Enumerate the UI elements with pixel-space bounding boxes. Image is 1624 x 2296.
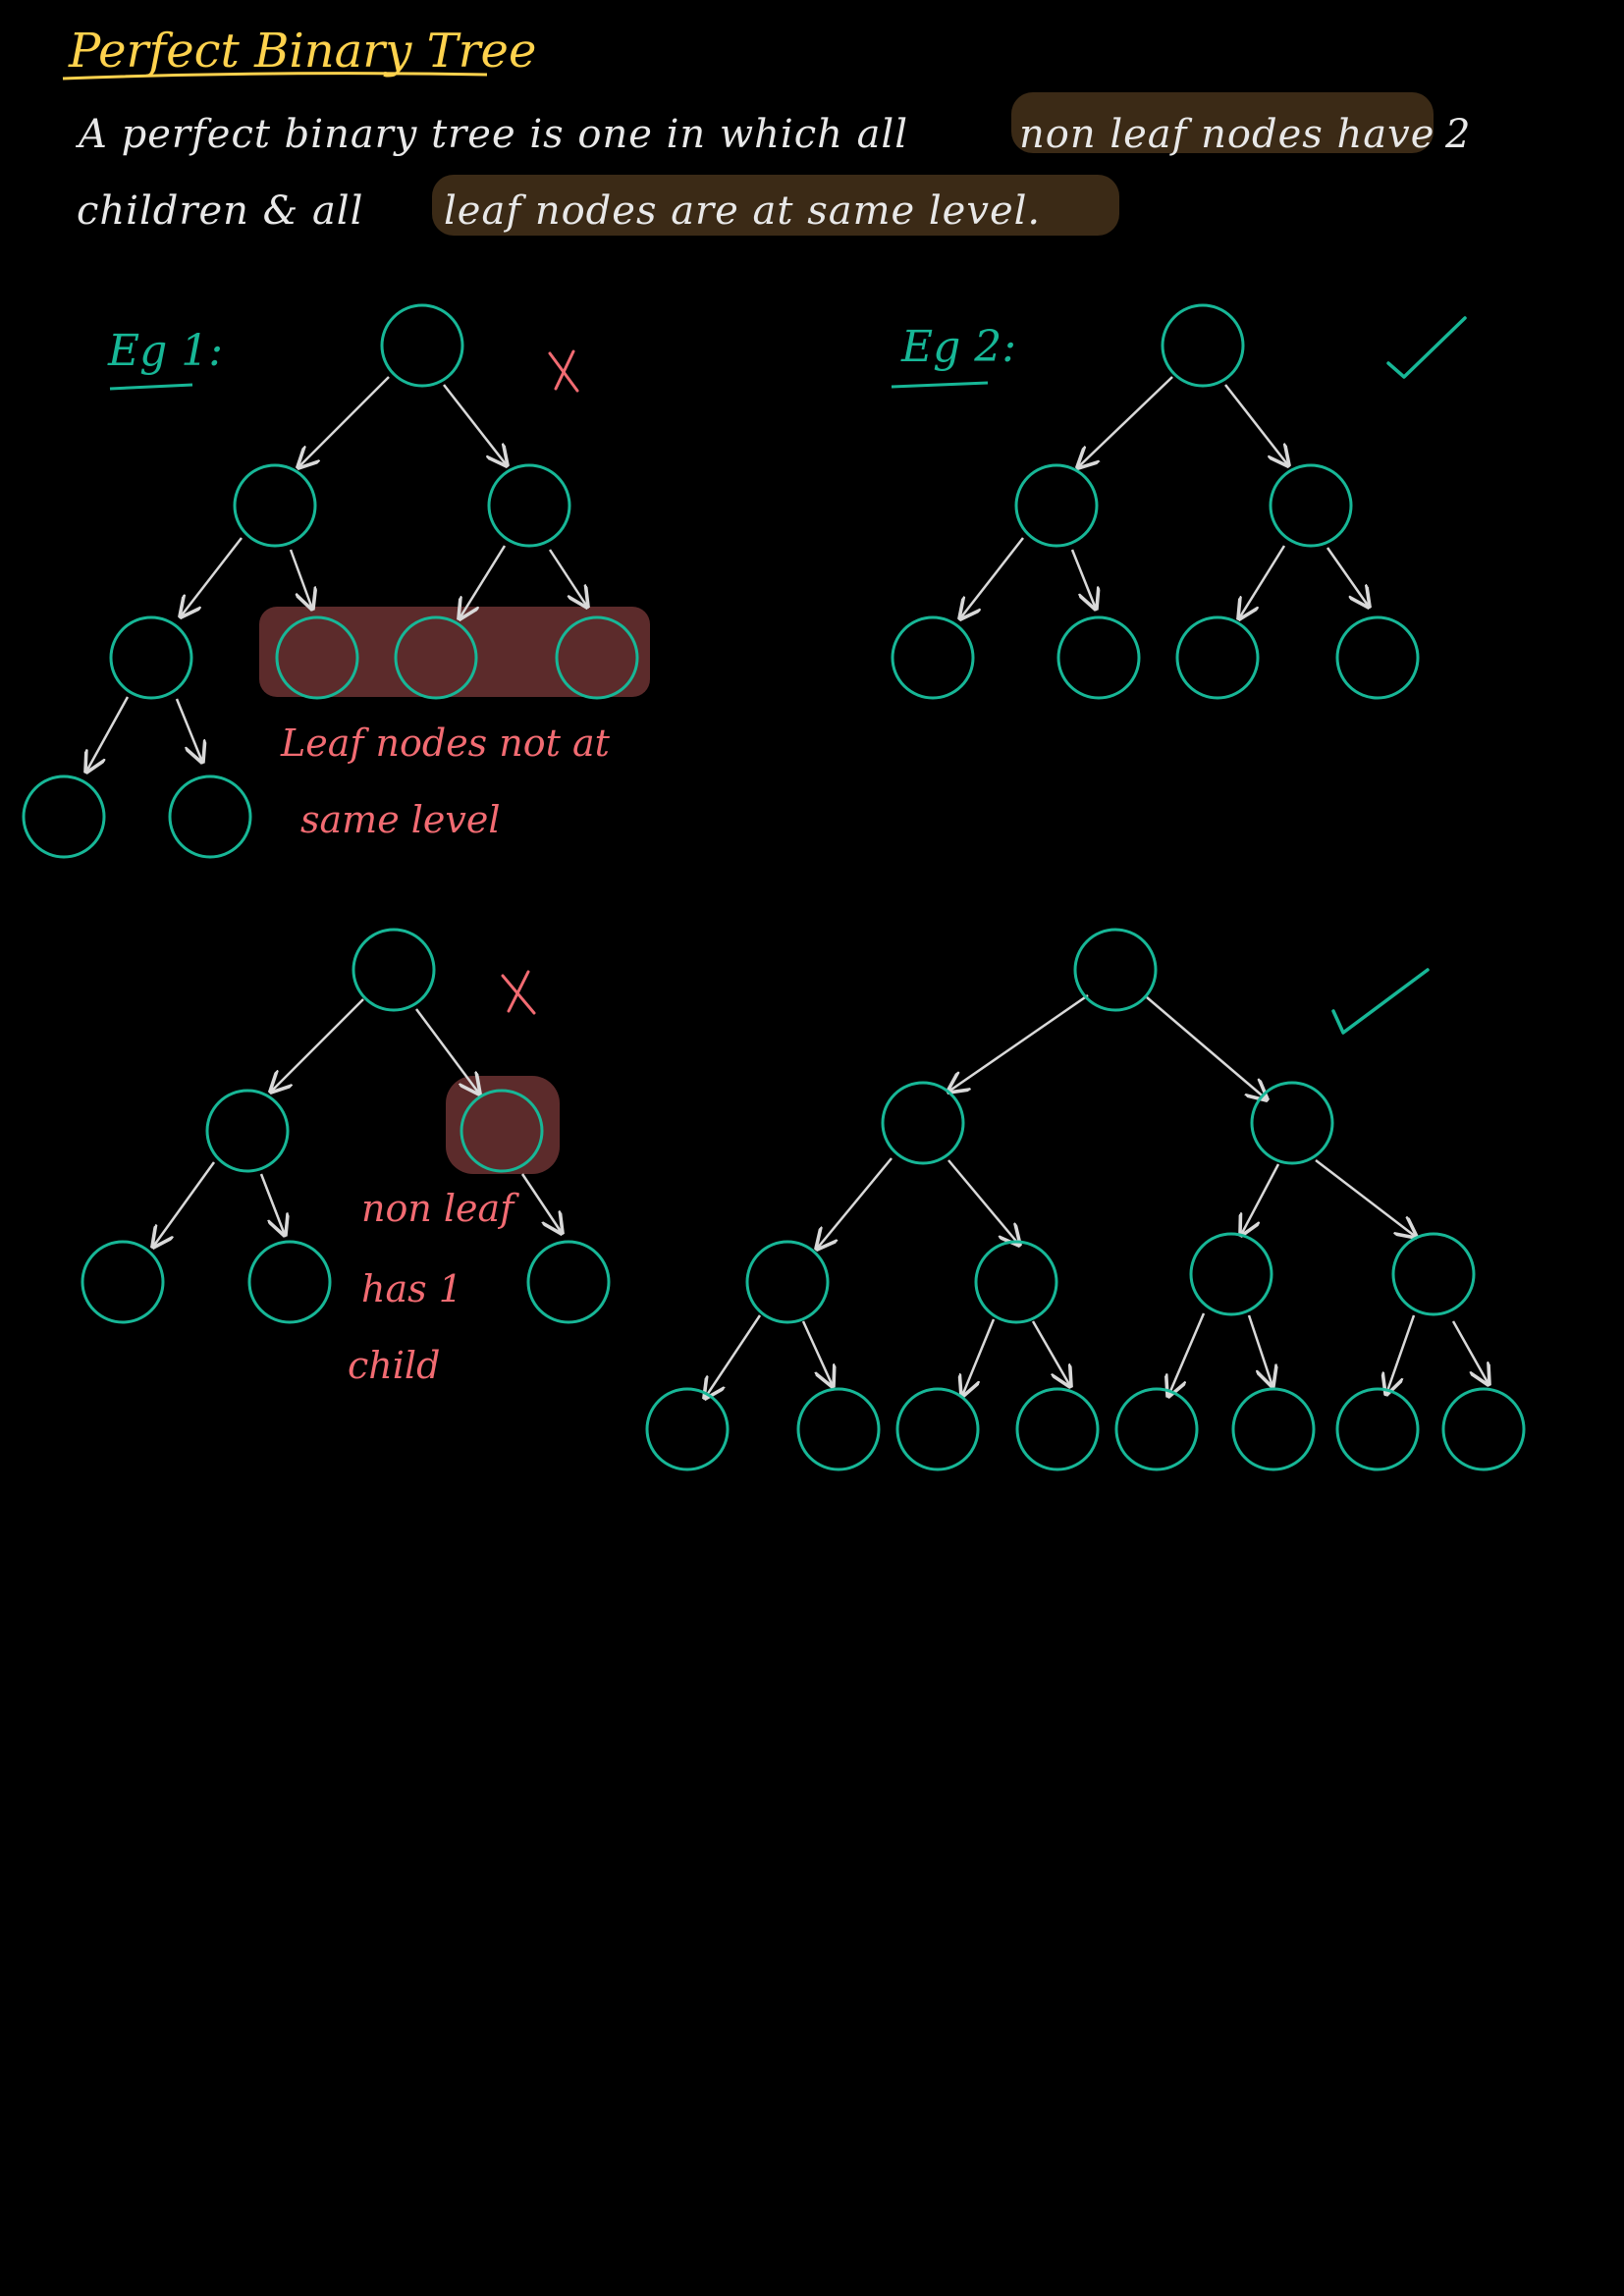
tree-edge: [1070, 549, 1096, 609]
tree-node-leaf: [1231, 1387, 1316, 1471]
eg1-label: Eg 1:: [107, 326, 223, 376]
tree-edge: [817, 1157, 893, 1249]
nonleaf-note-line3: child: [348, 1344, 440, 1387]
nonleaf-note-line2: has 1: [361, 1267, 462, 1310]
check-mark-eg2: [1386, 316, 1467, 379]
tree-node-leaf: [1335, 1387, 1420, 1471]
leaf-note-line1: Leaf nodes not at: [280, 721, 611, 765]
tree-edge: [1247, 1314, 1272, 1386]
tree-node: [1014, 463, 1099, 548]
eg1-label-underline: [109, 383, 193, 391]
tree-node-leaf: [1175, 615, 1260, 700]
tree-node-leaf-highlighted: [555, 615, 639, 700]
definition-line1-b: non leaf nodes have: [1019, 112, 1435, 157]
tree-eg3: [81, 928, 611, 1324]
definition-line1-a: A perfect binary tree is one in which al…: [75, 112, 908, 157]
page-title: Perfect Binary Tree: [68, 24, 536, 79]
tree-node: [1269, 463, 1353, 548]
definition-line2-a: children & all: [77, 188, 363, 234]
tree-node-root: [352, 928, 436, 1012]
tree-edge: [181, 537, 243, 616]
tree-edge: [1315, 1159, 1416, 1237]
tree-node-leaf: [168, 774, 252, 859]
tree-node: [205, 1089, 290, 1173]
tree-node: [487, 463, 571, 548]
definition-line1-c: 2: [1444, 112, 1471, 157]
tree-node-leaf: [895, 1387, 980, 1471]
tree-node: [1391, 1232, 1476, 1316]
tree-edge: [1386, 1314, 1416, 1394]
title-underline: [62, 72, 488, 80]
tree-edge: [1224, 384, 1288, 465]
eg2-label-underline: [891, 381, 989, 389]
tree-edge: [259, 1173, 285, 1235]
tree-node-leaf: [526, 1240, 611, 1324]
definition-line2-b: leaf nodes are at same level.: [444, 188, 1041, 234]
tree-node-root: [1161, 303, 1245, 388]
tree-node-leaf: [247, 1240, 332, 1324]
tree-edge: [443, 384, 507, 465]
tree-edge: [1146, 996, 1267, 1099]
tree-edge: [298, 376, 390, 467]
tree-edge: [1031, 1320, 1070, 1386]
tree-edge: [962, 1318, 996, 1396]
tree-node-leaf: [81, 1240, 165, 1324]
tree-node-leaf: [1114, 1387, 1199, 1471]
nonleaf-note-line1: non leaf: [361, 1187, 519, 1230]
tree-edge: [289, 549, 312, 609]
eg2-label: Eg 2:: [900, 322, 1016, 372]
tree-node-root: [380, 303, 464, 388]
x-mark-eg1: [548, 349, 579, 393]
tree-node-leaf: [645, 1387, 730, 1471]
tree-node: [745, 1240, 830, 1324]
tree-node-leaf-highlighted: [394, 615, 478, 700]
tree-edge: [86, 696, 130, 772]
tree-edge: [801, 1320, 833, 1386]
tree-edge: [153, 1161, 216, 1247]
tree-edge: [960, 537, 1024, 618]
tree-edge: [1241, 1163, 1280, 1235]
tree-eg4: [645, 928, 1526, 1471]
leaf-level-highlight: [259, 607, 650, 697]
tree-node: [1250, 1081, 1334, 1165]
tree-node: [974, 1240, 1058, 1324]
definition-highlight-2: [432, 175, 1119, 236]
tree-edge: [271, 998, 364, 1092]
tree-node-leaf-highlighted: [275, 615, 359, 700]
tree-node-leaf: [1335, 615, 1420, 700]
tree-node-root: [1073, 928, 1158, 1012]
tree-edge: [1168, 1312, 1206, 1396]
tree-edge: [520, 1173, 562, 1233]
tree-edge: [948, 993, 1089, 1092]
tree-edge: [1239, 545, 1286, 618]
tree-node: [1189, 1232, 1273, 1316]
tree-edge: [1078, 376, 1173, 467]
tree-edge: [414, 1008, 479, 1094]
tree-eg1: [22, 303, 639, 859]
tree-node: [109, 615, 193, 700]
tree-edge: [548, 549, 587, 607]
tree-node: [881, 1081, 965, 1165]
definition-highlight-1: [1011, 92, 1434, 153]
tree-node: [233, 463, 317, 548]
check-mark-eg4: [1331, 968, 1430, 1035]
tree-node-leaf: [891, 615, 975, 700]
tree-node-leaf: [22, 774, 106, 859]
tree-node-leaf: [796, 1387, 881, 1471]
tree-edge: [175, 698, 202, 762]
tree-node-leaf: [1056, 615, 1141, 700]
x-mark-eg3: [501, 970, 536, 1015]
tree-edge: [947, 1159, 1019, 1245]
leaf-note-line2: same level: [300, 798, 501, 841]
tree-eg2: [891, 303, 1420, 700]
tree-node-leaf: [1015, 1387, 1100, 1471]
tree-node-leaf: [1441, 1387, 1526, 1471]
tree-edge: [460, 545, 507, 618]
tree-edge: [1326, 547, 1369, 607]
tree-edge: [1451, 1320, 1489, 1384]
tree-node-single-child-highlighted: [460, 1089, 544, 1173]
tree-edge: [705, 1314, 762, 1398]
